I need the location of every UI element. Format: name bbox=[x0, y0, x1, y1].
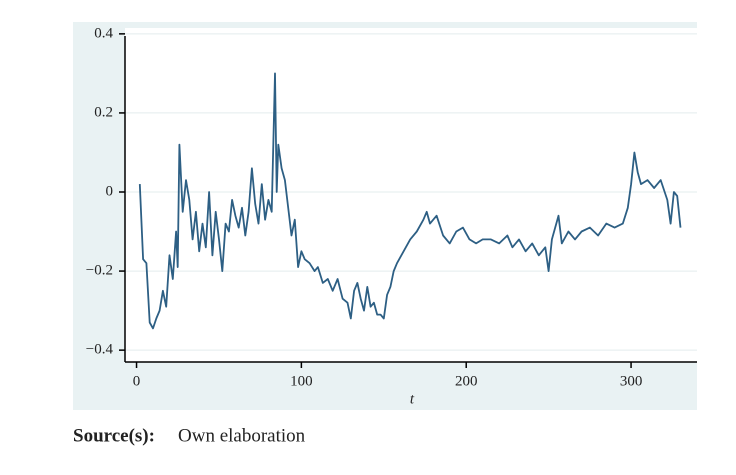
x-tick-label: 300 bbox=[620, 373, 643, 389]
y-tick-label: −0.2 bbox=[86, 263, 113, 279]
y-tick-label: 0.4 bbox=[94, 25, 113, 41]
y-tick-label: 0 bbox=[106, 183, 114, 199]
y-tick-label: 0.2 bbox=[94, 104, 113, 120]
data-line bbox=[138, 72, 682, 330]
y-tick-label: −0.4 bbox=[86, 342, 114, 358]
x-tick-label: 200 bbox=[455, 373, 478, 389]
x-axis-label: t bbox=[410, 391, 415, 407]
x-tick-label: 100 bbox=[290, 373, 313, 389]
x-tick-label: 0 bbox=[133, 373, 141, 389]
source-text: Own elaboration bbox=[178, 425, 306, 446]
source-label: Source(s): bbox=[73, 425, 155, 446]
plot-area bbox=[125, 28, 697, 362]
